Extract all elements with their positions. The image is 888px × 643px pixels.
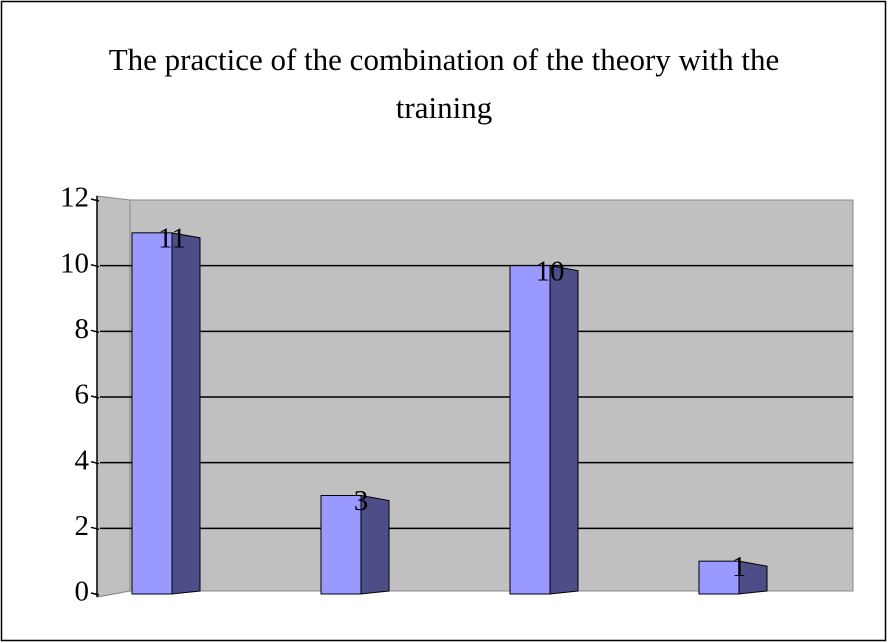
bar [509,265,551,595]
y-tick-label: 10 [60,247,89,279]
tick-mark [90,526,100,531]
bar-side [549,265,579,595]
tick-mark [90,592,100,596]
y-tick-label: 8 [75,313,90,345]
tick-mark [90,263,100,268]
tick-mark [90,460,100,465]
y-tick-label: 4 [75,444,90,476]
back-wall [129,199,854,592]
bar [131,232,173,595]
data-label: 1 [732,551,747,583]
y-tick-label: 6 [75,379,90,411]
y-tick-label: 2 [75,510,90,542]
data-label: 3 [354,485,369,517]
tick-mark [90,395,100,399]
data-label: 10 [536,255,565,287]
bar [320,495,362,595]
y-tick-label: 0 [75,576,90,608]
floor [96,590,853,598]
bar-side [171,232,201,595]
bar [698,560,740,595]
tick-mark [90,329,100,334]
tick-mark [90,198,100,202]
chart-title: The practice of the combination of the t… [108,42,780,125]
y-tick-label: 12 [60,182,89,214]
data-label: 11 [158,222,186,254]
